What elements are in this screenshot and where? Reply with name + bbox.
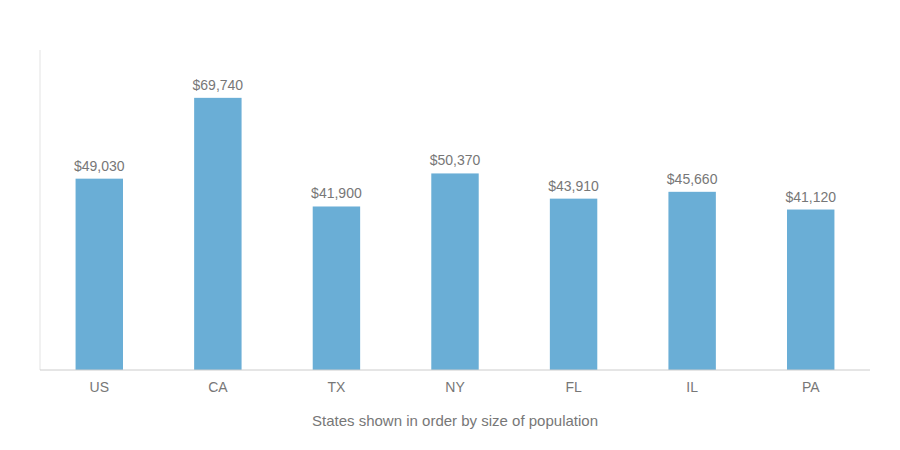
x-tick-label: NY [445, 379, 465, 395]
x-tick-label: TX [327, 379, 346, 395]
x-tick-label: IL [686, 379, 698, 395]
data-label: $69,740 [193, 77, 244, 93]
data-label: $50,370 [430, 152, 481, 168]
bar [668, 192, 715, 370]
x-tick-label: CA [208, 379, 228, 395]
data-label: $41,900 [311, 185, 362, 201]
chart: $49,030 $69,740 $41,900 $50,370 $43,910 $45,6… [0, 0, 900, 450]
data-label: $49,030 [74, 158, 125, 174]
bar [313, 206, 360, 370]
data-label: $41,120 [785, 189, 836, 205]
x-tick-label: FL [565, 379, 582, 395]
bar [787, 210, 834, 370]
data-label: $45,660 [667, 171, 718, 187]
x-tick-label: US [90, 379, 109, 395]
chart-container: $49,030 $69,740 $41,900 $50,370 $43,910 $45,6… [0, 0, 900, 450]
x-axis-line [40, 370, 870, 371]
x-tick-label: PA [802, 379, 820, 395]
y-axis-line [40, 50, 41, 370]
bars [76, 98, 835, 370]
bar [431, 173, 478, 370]
bar [194, 98, 241, 370]
x-axis-label: States shown in order by size of populat… [312, 412, 598, 429]
bar [76, 179, 123, 370]
bar [550, 199, 597, 370]
data-label: $43,910 [548, 178, 599, 194]
